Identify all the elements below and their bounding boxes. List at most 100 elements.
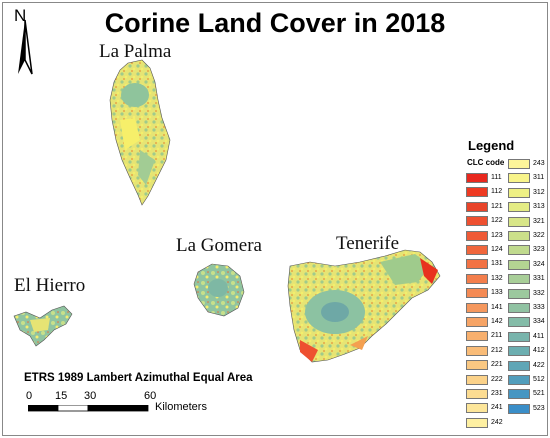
legend-item-123: 123 [466, 230, 508, 242]
legend-code: 241 [491, 404, 503, 412]
legend: Legend CLC code 111 112 121 122 123 124 131 132… [462, 136, 550, 436]
legend-item-324: 324 [508, 259, 550, 271]
legend-code: 121 [491, 202, 503, 210]
legend-title: Legend [468, 138, 515, 153]
legend-code: 512 [533, 376, 545, 383]
legend-item-222: 222 [466, 374, 508, 386]
island-tenerife [287, 249, 441, 363]
scale-tick-15: 15 [55, 390, 68, 402]
legend-swatch [466, 288, 488, 299]
island-label-la-palma: La Palma [99, 41, 172, 62]
legend-swatch [466, 302, 488, 313]
legend-item-141: 141 [466, 302, 508, 314]
legend-code: 312 [533, 188, 545, 196]
projection-label: ETRS 1989 Lambert Azimuthal Equal Area [24, 372, 253, 384]
legend-swatch [508, 231, 530, 241]
legend-swatch [466, 245, 488, 255]
legend-item-521: 521 [508, 389, 550, 400]
legend-item-332: 332 [508, 288, 550, 300]
legend-item-313: 313 [508, 202, 550, 213]
legend-swatch [508, 303, 530, 313]
legend-swatch [466, 201, 488, 212]
island-la-palma [109, 59, 171, 206]
island-label-tenerife: Tenerife [336, 233, 400, 254]
legend-code: 131 [491, 260, 503, 268]
legend-swatch [466, 216, 488, 227]
legend-item-122: 122 [466, 216, 508, 227]
legend-code: 111 [491, 174, 502, 181]
legend-item-333: 333 [508, 303, 550, 314]
legend-item-231: 231 [466, 389, 508, 400]
scale-bar-graphic [28, 405, 149, 412]
legend-swatch [466, 259, 488, 270]
legend-swatch [466, 389, 488, 399]
legend-item-311: 311 [508, 173, 550, 184]
legend-swatch [508, 259, 530, 270]
legend-code: 422 [533, 361, 545, 369]
scale-tick-0: 0 [26, 390, 33, 402]
map-title: Corine Land Cover in 2018 [104, 8, 446, 38]
legend-item-133: 133 [466, 288, 508, 299]
legend-code: 133 [491, 289, 503, 297]
legend-swatch [508, 403, 530, 414]
north-arrow-icon [18, 19, 33, 75]
legend-item-321: 321 [508, 216, 550, 228]
island-label-la-gomera: La Gomera [176, 235, 262, 256]
legend-swatch [466, 273, 488, 284]
legend-item-212: 212 [466, 345, 508, 357]
legend-swatch [466, 317, 488, 327]
legend-swatch [508, 187, 530, 198]
scale-unit: Kilometers [155, 401, 207, 413]
legend-code: 322 [533, 232, 545, 239]
legend-code: 132 [491, 274, 503, 282]
legend-item-241: 241 [466, 403, 508, 414]
legend-item-243: 243 [508, 159, 550, 170]
legend-code: 332 [533, 289, 545, 297]
legend-item-322: 322 [508, 231, 550, 242]
legend-code: 331 [533, 275, 545, 283]
legend-code: 523 [533, 404, 545, 412]
island-label-el-hierro: El Hierro [14, 275, 86, 296]
legend-code: 222 [491, 375, 503, 383]
legend-swatch [466, 374, 488, 385]
legend-code: 334 [533, 318, 545, 326]
legend-swatch [508, 389, 530, 400]
legend-swatch [508, 173, 530, 184]
legend-swatch [508, 360, 530, 371]
legend-item-124: 124 [466, 245, 508, 256]
legend-code: 221 [491, 361, 503, 369]
legend-code: 411 [533, 332, 545, 340]
legend-item-112: 112 [466, 187, 508, 198]
legend-code: 123 [491, 231, 503, 239]
legend-code: 521 [533, 390, 545, 398]
legend-item-312: 312 [508, 187, 550, 199]
legend-swatch [508, 346, 530, 357]
legend-item-512: 512 [508, 375, 550, 386]
legend-code: 142 [491, 318, 503, 325]
island-la-gomera [193, 263, 245, 317]
legend-item-132: 132 [466, 273, 508, 285]
legend-code: 211 [491, 332, 503, 340]
legend-subtitle: CLC code [467, 158, 505, 167]
legend-code: 412 [533, 347, 545, 355]
legend-code: 112 [491, 188, 503, 196]
legend-swatch [466, 173, 488, 183]
legend-code: 243 [533, 160, 545, 167]
legend-swatch [466, 403, 488, 414]
legend-code: 124 [491, 246, 503, 253]
scale-tick-30: 30 [84, 390, 97, 402]
legend-swatch [508, 159, 530, 169]
island-el-hierro [13, 305, 73, 347]
legend-item-242: 242 [466, 417, 508, 429]
legend-code: 321 [533, 217, 545, 225]
legend-swatch [508, 317, 530, 328]
legend-swatch [508, 375, 530, 385]
legend-item-422: 422 [508, 360, 550, 372]
legend-item-121: 121 [466, 201, 508, 213]
legend-code: 323 [533, 246, 545, 254]
legend-item-142: 142 [466, 317, 508, 328]
legend-item-131: 131 [466, 259, 508, 270]
legend-swatch [466, 187, 488, 198]
